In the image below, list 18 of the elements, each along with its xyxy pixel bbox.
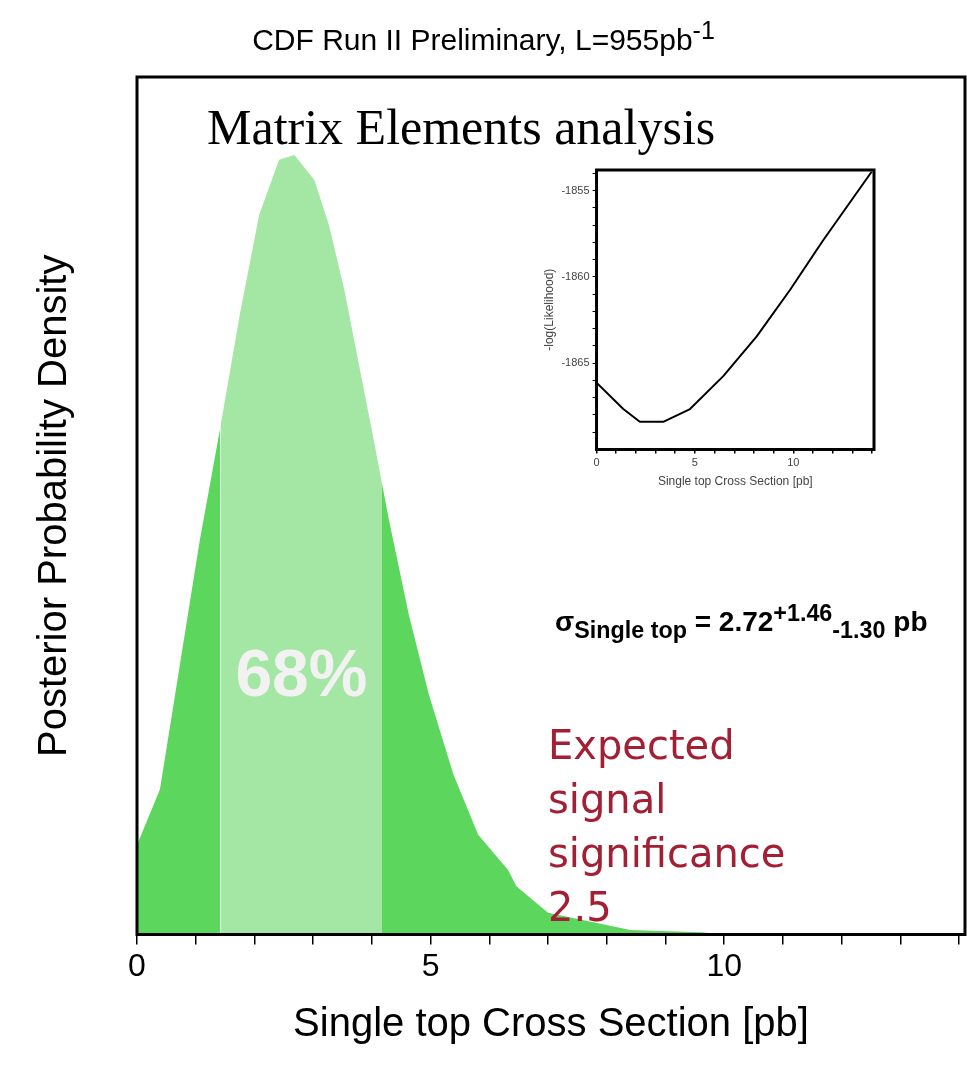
y-axis-title: -log(Likelihood) — [541, 268, 556, 351]
x-tick-label: 0 — [593, 456, 600, 469]
annotation: Matrix Elements analysis — [207, 98, 716, 156]
x-tick-label: 0 — [128, 946, 146, 983]
x-tick-label: 5 — [421, 946, 440, 983]
y-tick-label: -1865 — [561, 356, 590, 369]
chart-title: CDF Run II Preliminary, L=955pb$^{-1}$ — [251, 16, 716, 57]
x-axis-title: Single top Cross Section [pb] — [293, 1000, 809, 1045]
band-label: 68% — [235, 635, 368, 710]
x-axis-title: Single top Cross Section [pb] — [657, 474, 813, 489]
annotation: Expected signal significance 2.5 — [548, 721, 787, 932]
x-tick-label: 5 — [691, 456, 698, 469]
y-tick-label: -1860 — [561, 269, 590, 282]
y-axis-title: Posterior Probability Density — [30, 254, 75, 758]
x-tick-label: 10 — [706, 946, 743, 983]
y-tick-label: -1855 — [561, 183, 590, 196]
x-tick-label: 10 — [787, 456, 800, 469]
annotation: σ$_{Single top}$ = 2.72$^{+1.46}$$_{-1.30}$ pb — [555, 600, 928, 644]
